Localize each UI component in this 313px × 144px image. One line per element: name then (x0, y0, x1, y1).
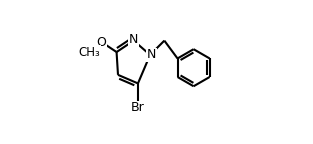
Text: N: N (129, 33, 138, 46)
Text: CH₃: CH₃ (79, 46, 100, 58)
Text: Br: Br (131, 101, 145, 114)
Text: N: N (146, 48, 156, 61)
Text: O: O (97, 36, 106, 49)
